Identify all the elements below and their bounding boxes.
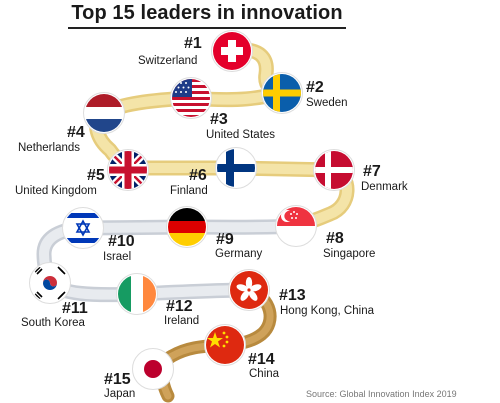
rank-label: #9 bbox=[216, 231, 234, 248]
rank-label: #1 bbox=[184, 35, 202, 52]
sweden-flag bbox=[261, 72, 303, 114]
country-label: Singapore bbox=[323, 248, 376, 260]
country-label: Sweden bbox=[306, 97, 348, 109]
hong-kong-flag bbox=[228, 269, 270, 311]
rank-label: #8 bbox=[326, 230, 344, 247]
title-underline bbox=[68, 27, 346, 29]
japan-flag bbox=[132, 348, 174, 390]
ireland-flag bbox=[116, 273, 158, 315]
uk-flag bbox=[107, 149, 149, 191]
rank-label: #13 bbox=[279, 287, 306, 304]
rank-label: #2 bbox=[306, 79, 324, 96]
germany-flag bbox=[166, 206, 208, 248]
rank-label: #5 bbox=[87, 167, 105, 184]
country-label: Hong Kong, China bbox=[280, 305, 374, 317]
rank-label: #11 bbox=[62, 300, 88, 317]
country-label: Switzerland bbox=[138, 55, 198, 67]
country-label: Finland bbox=[170, 185, 208, 197]
finland-flag bbox=[215, 147, 257, 189]
china-flag bbox=[204, 324, 246, 366]
rank-label: #15 bbox=[104, 371, 131, 388]
rank-label: #3 bbox=[210, 111, 228, 128]
rank-label: #6 bbox=[189, 167, 207, 184]
country-label: China bbox=[249, 368, 280, 380]
rank-label: #4 bbox=[67, 124, 85, 141]
israel-flag bbox=[62, 207, 104, 249]
rank-label: #14 bbox=[248, 351, 275, 368]
rank-label: #12 bbox=[166, 298, 193, 315]
rank-label: #7 bbox=[363, 163, 381, 180]
switzerland-flag bbox=[211, 30, 253, 72]
singapore-flag bbox=[275, 205, 317, 247]
country-label: Israel bbox=[103, 251, 132, 263]
usa-flag bbox=[170, 77, 212, 119]
source-note: Source: Global Innovation Index 2019 bbox=[306, 389, 457, 399]
denmark-flag bbox=[313, 149, 355, 191]
country-label: Denmark bbox=[361, 181, 408, 193]
country-label: Germany bbox=[215, 248, 263, 260]
country-label: South Korea bbox=[21, 317, 85, 329]
netherlands-flag bbox=[83, 92, 125, 134]
south-korea-flag bbox=[29, 262, 71, 304]
country-label: Netherlands bbox=[18, 142, 81, 154]
rank-label: #10 bbox=[108, 233, 135, 250]
country-label: Ireland bbox=[164, 315, 200, 327]
country-label: Japan bbox=[104, 388, 136, 400]
page-title: Top 15 leaders in innovation bbox=[71, 2, 343, 24]
country-label: United Kingdom bbox=[15, 185, 97, 197]
country-label: United States bbox=[206, 129, 276, 141]
